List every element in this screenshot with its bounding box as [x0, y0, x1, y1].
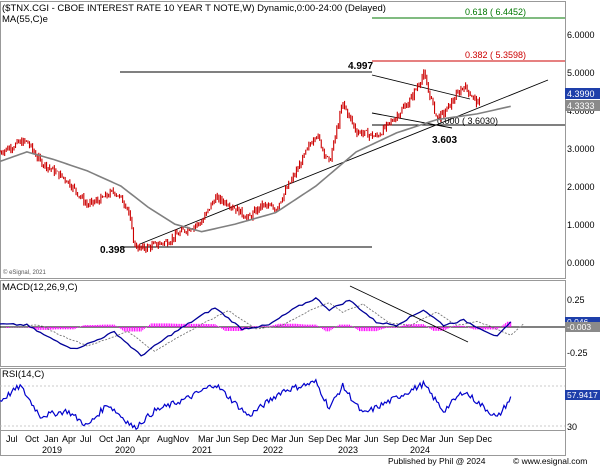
- rsi-last-tag-bg: [565, 390, 600, 400]
- annotation-fib-0618: 0.618 ( 6.4452): [465, 7, 526, 17]
- signal-last-tag-bg: [565, 322, 600, 332]
- price-last-tags: 4.3990 4.3333: [565, 88, 600, 111]
- date-axis-month-label: Oct: [99, 434, 114, 444]
- date-axis-month-label: Dec: [326, 434, 343, 444]
- date-axis-month-label: Nov: [173, 434, 190, 444]
- date-axis-month-label: Jul: [6, 434, 18, 444]
- macd-last-tags: 0.046 -0.003: [565, 317, 600, 332]
- price-yaxis: 6.0000 5.0000 4.0000 3.0000 2.0000 1.000…: [567, 30, 595, 268]
- macd-ytick-pos: 0.25: [567, 295, 585, 305]
- rsi-last-tags: 57.9417: [565, 390, 600, 400]
- wedge-lower-line: [371, 112, 453, 129]
- date-axis-year-label: 2021: [192, 445, 212, 455]
- macd-histogram: [6, 321, 512, 332]
- date-axis-month-label: Mar: [198, 434, 214, 444]
- rsi-title: RSI(14,C): [2, 369, 44, 380]
- macd-ytick-neg: -0.25: [567, 348, 588, 358]
- rsi-line: [0, 378, 512, 431]
- price-ytick-1: 1.0000: [567, 220, 595, 230]
- date-axis-year-label: 2024: [410, 445, 430, 455]
- date-axis-month-label: Oct: [25, 434, 40, 444]
- date-axis-month-label: Sep: [308, 434, 324, 444]
- date-axis-year-label: 2023: [338, 445, 358, 455]
- price-annotations: 4.997 0.398 3.603 0.618 ( 6.4452) 0.382 …: [100, 7, 526, 256]
- price-series: [0, 69, 480, 253]
- ma55-line: [0, 105, 511, 233]
- price-ytick-6: 6.0000: [567, 30, 595, 40]
- macd-signal-line: [13, 302, 525, 352]
- price-panel-frame: [0, 1, 566, 279]
- date-axis-month-label: Apr: [136, 434, 150, 444]
- price-ytick-2: 2.0000: [567, 182, 595, 192]
- ma-last-tag-bg: [565, 100, 600, 111]
- date-axis-month-label: Jun: [216, 434, 231, 444]
- date-axis-month-label: Sep: [233, 434, 249, 444]
- date-axis-month-label: Mar: [420, 434, 436, 444]
- date-axis-month-label: Aug: [157, 434, 173, 444]
- date-axis-month-label: Mar: [345, 434, 361, 444]
- price-ytick-3: 3.0000: [567, 144, 595, 154]
- date-axis-month-label: Jul: [80, 434, 92, 444]
- date-axis-year-label: 2022: [263, 445, 283, 455]
- ma-label: MA(55,C)e: [2, 14, 48, 25]
- date-axis-month-label: Jun: [439, 434, 454, 444]
- panel-frames: [0, 1, 566, 456]
- chart-title: ($TNX.CGI - CBOE INTEREST RATE 10 YEAR T…: [2, 3, 386, 14]
- date-axis-month-label: Jan: [44, 434, 59, 444]
- date-axis-month-label: Dec: [252, 434, 269, 444]
- macd-title: MACD(12,26,9,C): [2, 282, 78, 293]
- date-axis-year-label: 2020: [115, 445, 135, 455]
- macd-line: [0, 296, 512, 357]
- ma-last-tag: 4.3333: [567, 101, 595, 111]
- date-axis-month-label: Dec: [402, 434, 419, 444]
- rsi-ytick-30: 30: [567, 422, 577, 432]
- annotation-fib-0000: 0.000 ( 3.6030): [437, 116, 498, 126]
- date-axis-month-label: Sep: [383, 434, 399, 444]
- watermark: © eSignal, 2021: [3, 269, 46, 276]
- footer-published: Published by Phil @ 2024: [388, 456, 486, 466]
- date-axis-month-label: Jan: [116, 434, 131, 444]
- date-axis-frame: [0, 430, 566, 456]
- footer-brand: © www.esignal.com: [513, 456, 587, 466]
- date-axis-month-label: Dec: [476, 434, 493, 444]
- price-drawings: [120, 17, 565, 248]
- annotation-fib-0382: 0.382 ( 5.3598): [465, 50, 526, 60]
- annotation-4997: 4.997: [348, 61, 373, 72]
- annotation-0398: 0.398: [100, 245, 125, 256]
- price-ytick-5: 5.0000: [567, 68, 595, 78]
- date-axis-month-label: Sep: [458, 434, 474, 444]
- price-last-tag: 4.3990: [567, 89, 595, 99]
- date-axis: Jul Oct Jan Apr Jul Oct Jan Apr Aug Nov Mar Jun Sep D…: [6, 434, 493, 455]
- rsi-panel-frame: [0, 368, 566, 431]
- date-axis-month-label: Mar: [271, 434, 287, 444]
- date-axis-year-label: 2019: [42, 445, 62, 455]
- price-ytick-0: 0.0000: [567, 258, 595, 268]
- annotation-3603: 3.603: [432, 135, 457, 146]
- signal-last-tag: -0.003: [567, 322, 591, 332]
- date-axis-month-label: Apr: [62, 434, 76, 444]
- date-axis-month-label: Jun: [289, 434, 304, 444]
- macd-trendline: [349, 285, 469, 343]
- rsi-last-tag: 57.9417: [567, 390, 598, 400]
- date-axis-month-label: Jun: [364, 434, 379, 444]
- macd-panel-frame: [0, 280, 566, 367]
- price-last-tag-bg: [565, 88, 600, 99]
